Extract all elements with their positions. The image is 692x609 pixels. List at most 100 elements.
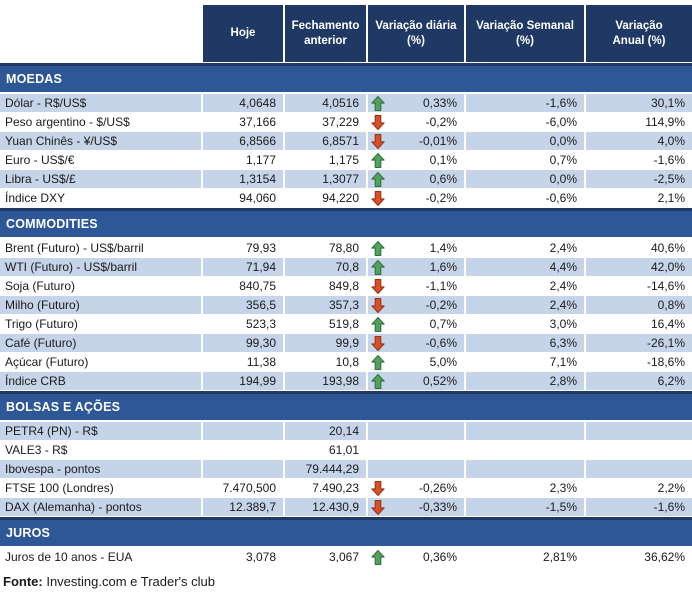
- trend-down-icon: [371, 335, 386, 352]
- cell-hoje: 840,75: [203, 277, 285, 295]
- cell-hoje: [203, 460, 285, 478]
- source-label: Fonte:: [3, 574, 43, 589]
- cell-variacao-anual: -1,6%: [653, 153, 685, 167]
- cell-variacao-semanal: [466, 422, 586, 440]
- cell-variacao-diaria: 1,4%: [368, 239, 466, 257]
- cell-variacao-diaria: 0,52%: [368, 372, 466, 390]
- row-label: WTI (Futuro) - US$/barril: [0, 258, 203, 276]
- cell-hoje: 12.389,7: [203, 498, 285, 516]
- variacao-diaria-value: -0,01%: [418, 134, 457, 148]
- cell-hoje: 3,078: [203, 548, 285, 566]
- cell-variacao-diaria: 0,33%: [368, 94, 466, 112]
- header-corner-spacer: [0, 5, 203, 62]
- table-row: Brent (Futuro) - US$/barril 79,93 78,80 …: [0, 239, 692, 257]
- table-row: Libra - US$/£ 1,3154 1,3077 0,6% 0,0% -2…: [0, 170, 692, 188]
- variacao-diaria-value: 0,6%: [429, 172, 457, 186]
- row-label: Peso argentino - $/US$: [0, 113, 203, 131]
- cell-variacao-diaria: 0,6%: [368, 170, 466, 188]
- trend-up-icon: [371, 549, 386, 566]
- cell-variacao-semanal: 2,4%: [466, 296, 586, 314]
- table-row: WTI (Futuro) - US$/barril 71,94 70,8 1,6…: [0, 258, 692, 276]
- variacao-diaria-value: -0,26%: [418, 481, 457, 495]
- no-trend-icon: [371, 423, 386, 440]
- cell-fechamento: 519,8: [285, 315, 368, 333]
- cell-variacao-semanal: [466, 460, 586, 478]
- cell-hoje: 1,3154: [203, 170, 285, 188]
- cell-hoje: 4,0648: [203, 94, 285, 112]
- cell-variacao-anual: 114,9%: [645, 115, 685, 129]
- cell-hoje: [203, 441, 285, 459]
- col-header-variacao-anual: Variação Anual (%): [586, 5, 692, 62]
- variacao-diaria-value: 0,33%: [422, 96, 457, 110]
- table-row: Índice CRB 194,99 193,98 0,52% 2,8% 6,2%: [0, 372, 692, 390]
- table-body: MOEDAS Dólar - R$/US$ 4,0648 4,0516 0,33…: [0, 63, 692, 566]
- cell-variacao-diaria: 0,36%: [368, 548, 466, 566]
- cell-fechamento: 12.430,9: [285, 498, 368, 516]
- variacao-diaria-value: 0,7%: [429, 317, 457, 331]
- cell-fechamento: 70,8: [285, 258, 368, 276]
- cell-hoje: 194,99: [203, 372, 285, 390]
- row-label: Brent (Futuro) - US$/barril: [0, 239, 203, 257]
- cell-variacao-diaria: [368, 460, 466, 478]
- cell-variacao-anual: -2,5%: [586, 170, 692, 188]
- row-label: Trigo (Futuro): [0, 315, 203, 333]
- cell-fechamento: 94,220: [285, 189, 368, 207]
- table-section: COMMODITIES Brent (Futuro) - US$/barril …: [0, 208, 692, 390]
- variacao-diaria-value: -0,6%: [425, 336, 457, 350]
- cell-fechamento: 78,80: [285, 239, 368, 257]
- cell-hoje: 6,8566: [203, 132, 285, 150]
- cell-variacao-anual: [586, 460, 692, 478]
- section-rows: Dólar - R$/US$ 4,0648 4,0516 0,33% -1,6%…: [0, 94, 692, 207]
- cell-variacao-anual: 4,0%: [586, 132, 692, 150]
- cell-variacao-anual: 40,6%: [650, 241, 685, 255]
- cell-variacao-diaria: -0,26%: [368, 479, 466, 497]
- cell-variacao-semanal: 4,4%: [466, 258, 586, 276]
- table-row: Milho (Futuro) 356,5 357,3 -0,2% 2,4% 0,…: [0, 296, 692, 314]
- cell-variacao-anual: 2,1%: [657, 191, 685, 205]
- cell-hoje: 7.470,500: [203, 479, 285, 497]
- table-row: Peso argentino - $/US$ 37,166 37,229 -0,…: [0, 113, 692, 131]
- variacao-diaria-value: 0,52%: [422, 374, 457, 388]
- cell-variacao-anual: -14,6%: [646, 279, 685, 293]
- table-row: Soja (Futuro) 840,75 849,8 -1,1% 2,4% -1…: [0, 277, 692, 295]
- row-label: Juros de 10 anos - EUA: [0, 548, 203, 566]
- table-row: VALE3 - R$ 61,01: [0, 441, 692, 459]
- cell-hoje: 11,38: [203, 353, 285, 371]
- variacao-diaria-value: -1,1%: [425, 279, 457, 293]
- table-header: Hoje Fechamento anterior Variação diária…: [0, 5, 692, 62]
- col-header-hoje: Hoje: [203, 5, 285, 62]
- cell-variacao-semanal: [466, 441, 586, 459]
- cell-fechamento: 20,14: [285, 422, 368, 440]
- cell-variacao-anual: 16,4%: [650, 317, 685, 331]
- trend-down-icon: [371, 480, 386, 497]
- row-label: Açúcar (Futuro): [0, 353, 203, 371]
- trend-up-icon: [371, 259, 386, 276]
- source-text: Investing.com e Trader's club: [42, 574, 216, 589]
- cell-fechamento: 79.444,29: [285, 460, 368, 478]
- cell-variacao-diaria: -1,1%: [368, 277, 466, 295]
- trend-down-icon: [371, 114, 386, 131]
- trend-up-icon: [371, 95, 386, 112]
- cell-variacao-diaria: -0,6%: [368, 334, 466, 352]
- cell-variacao-anual: 0,8%: [586, 296, 692, 314]
- cell-fechamento: 4,0516: [285, 94, 368, 112]
- cell-variacao-semanal: 0,7%: [466, 151, 586, 169]
- variacao-diaria-value: -0,2%: [425, 191, 457, 205]
- col-header-variacao-semanal: Variação Semanal (%): [466, 5, 586, 62]
- variacao-diaria-value: -0,33%: [418, 500, 457, 514]
- cell-variacao-diaria: -0,33%: [368, 498, 466, 516]
- cell-variacao-anual: 42,0%: [586, 258, 692, 276]
- row-label: Euro - US$/€: [0, 151, 203, 169]
- cell-fechamento: 6,8571: [285, 132, 368, 150]
- variacao-diaria-value: 0,36%: [422, 550, 457, 564]
- section-header: MOEDAS: [0, 63, 692, 92]
- row-label: DAX (Alemanha) - pontos: [0, 498, 203, 516]
- section-header: JUROS: [0, 517, 692, 546]
- row-label: Soja (Futuro): [0, 277, 203, 295]
- trend-up-icon: [371, 240, 386, 257]
- cell-variacao-diaria: 5,0%: [368, 353, 466, 371]
- cell-variacao-semanal: -6,0%: [466, 113, 586, 131]
- cell-hoje: 37,166: [203, 113, 285, 131]
- cell-variacao-semanal: -1,5%: [466, 498, 586, 516]
